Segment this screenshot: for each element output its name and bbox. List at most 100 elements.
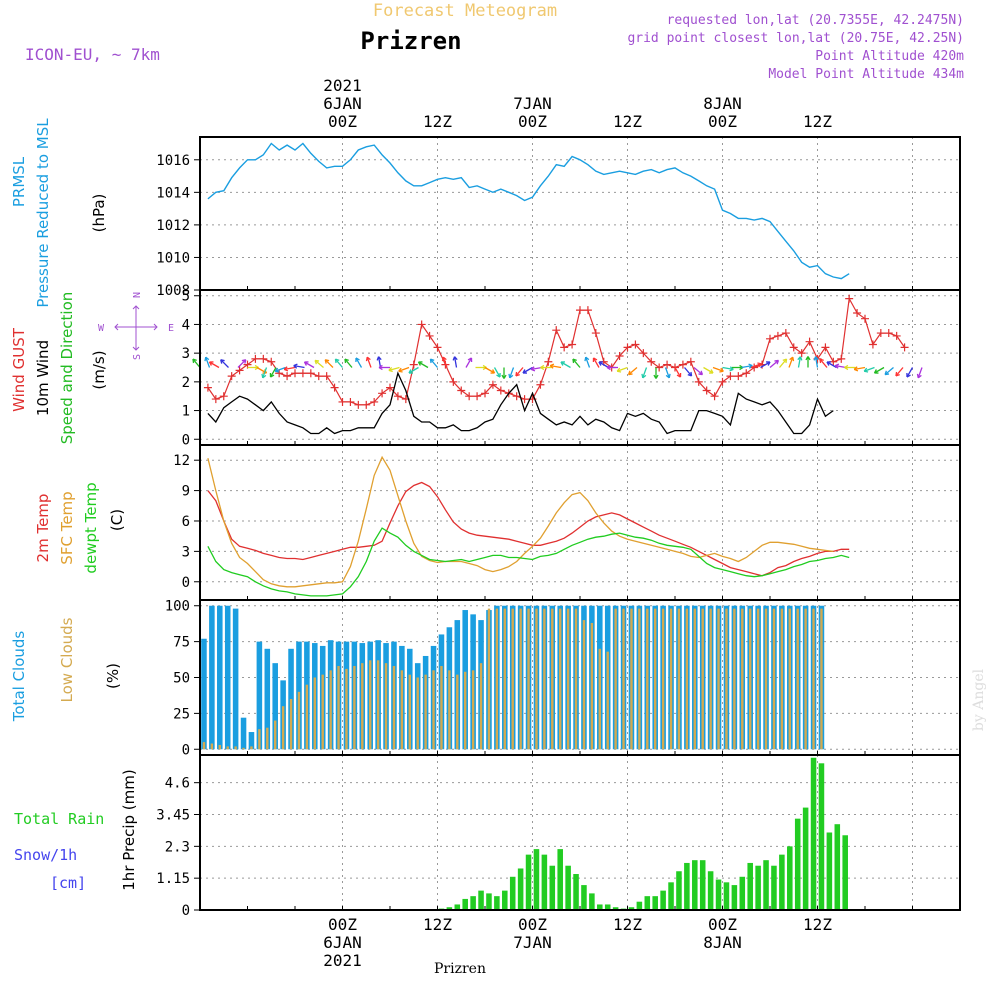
precip-bar xyxy=(573,874,579,910)
wind-arrow-head xyxy=(508,373,514,379)
low-cloud-bar xyxy=(313,677,316,750)
wind-direction-arrow xyxy=(628,367,638,376)
precip-bar xyxy=(470,896,476,910)
low-cloud-bar xyxy=(226,746,229,750)
total-cloud-bar xyxy=(201,638,207,750)
wind-direction-arrow xyxy=(192,358,201,368)
low-cloud-bar xyxy=(369,660,372,750)
gust-marker xyxy=(314,372,323,381)
ytick-label: 6 xyxy=(182,514,190,530)
wind-arrow-head xyxy=(398,367,403,373)
wind-arrow-head xyxy=(441,356,447,362)
wind-arrow-head xyxy=(208,361,214,366)
top-time-label: 12Z xyxy=(613,112,642,131)
gust-marker xyxy=(417,320,426,329)
wind-arrow-head xyxy=(467,357,473,362)
gust-marker xyxy=(861,314,869,323)
wind-arrow-head xyxy=(293,363,298,369)
gust-marker xyxy=(766,334,774,343)
grid-point-coords: grid point closest lon,lat (20.75E, 42.2… xyxy=(627,31,964,46)
low-cloud-bar xyxy=(527,608,530,750)
low-cloud-bar xyxy=(250,746,253,750)
precip-bar xyxy=(502,890,508,910)
gust-marker xyxy=(742,369,751,378)
gust-marker xyxy=(853,308,862,317)
ytick-label: 2.3 xyxy=(165,839,190,855)
wind-gust-label: Wind GUST xyxy=(10,327,28,412)
requested-coords: requested lon,lat (20.7355E, 42.2475N) xyxy=(667,13,964,28)
gust-marker xyxy=(702,386,711,395)
precip-bar xyxy=(723,882,730,910)
temp-2m-line xyxy=(207,481,850,577)
gust-marker xyxy=(560,343,569,352)
top-time-label: 00Z xyxy=(518,112,547,131)
gust-marker xyxy=(639,349,648,358)
wind-speed-line xyxy=(207,371,834,435)
precip-bar xyxy=(755,865,761,910)
wind-direction-arrow xyxy=(712,366,724,372)
wind-direction-arrow xyxy=(344,358,353,368)
gust-marker xyxy=(900,343,909,352)
gust-marker xyxy=(386,383,394,392)
wind-direction-arrow xyxy=(493,367,501,378)
low-cloud-bar xyxy=(677,608,681,750)
precip-bar xyxy=(478,890,484,910)
wind-direction-arrow xyxy=(854,366,866,371)
wind-arrow-head xyxy=(895,371,900,377)
low-cloud-bar xyxy=(416,677,419,750)
gust-marker xyxy=(663,360,672,369)
wind-direction-arrow xyxy=(819,358,828,368)
low-cloud-bar xyxy=(598,648,601,750)
low-cloud-bar xyxy=(305,684,309,750)
wind-arrow-head xyxy=(819,358,824,364)
watermark: by Angel xyxy=(971,668,987,731)
location-title: Prizren xyxy=(360,27,461,55)
gust-marker xyxy=(797,349,806,358)
gust-marker xyxy=(211,395,220,404)
precip-bar xyxy=(454,904,461,910)
wind-direction-arrow xyxy=(779,358,788,368)
wind-arrow-head xyxy=(834,363,840,369)
bottom-time-label: 12Z xyxy=(803,915,832,934)
low-cloud-bar xyxy=(384,663,388,750)
wind-direction-arrow xyxy=(274,366,286,372)
bottom-time-label: 7JAN xyxy=(513,933,552,952)
precip-bar xyxy=(763,860,769,910)
low-cloud-bar xyxy=(622,608,625,750)
low-cloud-bar xyxy=(614,608,617,750)
wind-direction-arrow xyxy=(664,367,670,379)
low-cloud-bar xyxy=(424,674,427,750)
wind-arrow-head xyxy=(826,361,831,366)
temperature-panel-frame xyxy=(199,444,961,601)
low-cloud-bar xyxy=(353,666,356,750)
wind-direction-arrow xyxy=(377,356,382,368)
wind-direction-arrow xyxy=(895,367,904,377)
low-cloud-bar xyxy=(749,608,752,750)
wind-direction-arrow xyxy=(366,356,372,368)
low-cloud-bar xyxy=(590,622,594,750)
percent-unit-label: (%) xyxy=(104,663,122,689)
low-cloud-bar xyxy=(337,666,340,750)
gust-marker xyxy=(789,343,798,352)
wind-arrow-head xyxy=(853,366,859,372)
wind-arrow-head xyxy=(496,373,501,378)
compass-east: E xyxy=(168,323,174,334)
wind-direction-arrow xyxy=(874,366,885,374)
wind-direction-arrow xyxy=(509,367,515,379)
ytick-label: 100 xyxy=(165,599,190,615)
precip-bar xyxy=(494,896,500,910)
precip-bar xyxy=(636,901,643,910)
wind-direction-arrow xyxy=(585,356,591,368)
low-cloud-bar xyxy=(685,608,689,750)
top-time-label: 00Z xyxy=(708,112,737,131)
low-cloud-bar xyxy=(234,746,237,750)
wind-direction-arrow xyxy=(693,367,703,376)
bottom-time-label: 12Z xyxy=(423,915,452,934)
gust-marker xyxy=(409,360,418,369)
gust-marker xyxy=(631,340,640,349)
precip-bar xyxy=(517,868,524,910)
low-cloud-bar xyxy=(646,608,649,750)
wind-arrow-head xyxy=(417,361,423,366)
wind-direction-arrow xyxy=(642,367,648,379)
gust-marker xyxy=(227,372,236,381)
